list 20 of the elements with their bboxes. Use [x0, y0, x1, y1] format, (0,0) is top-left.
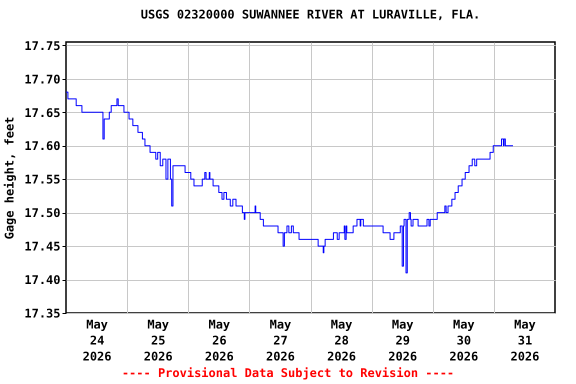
x-tick-label: May 24 2026 — [82, 318, 112, 364]
x-tick-label: May 26 2026 — [204, 318, 234, 364]
x-tick-label: May 30 2026 — [449, 318, 478, 364]
x-tick-label: May 28 2026 — [327, 318, 356, 364]
y-tick-label: 17.50 — [24, 206, 60, 220]
x-tick-label: May 25 2026 — [144, 318, 173, 364]
x-tick-label: May 27 2026 — [266, 318, 295, 364]
y-tick-label: 17.70 — [24, 72, 60, 86]
y-tick-label: 17.35 — [24, 306, 60, 320]
y-axis-title: Gage height, feet — [2, 116, 16, 240]
y-tick-label: 17.40 — [24, 273, 60, 288]
y-tick-label: 17.65 — [24, 106, 60, 120]
x-tick-label: May 31 2026 — [510, 318, 540, 364]
chart-title: USGS 02320000 SUWANNEE RIVER AT LURAVILLE, FLA. — [140, 7, 480, 22]
y-tick-label: 17.45 — [24, 240, 60, 254]
y-tick-label: 17.75 — [24, 38, 60, 53]
x-tick-label: May 29 2026 — [388, 318, 418, 364]
y-tick-label: 17.60 — [24, 139, 60, 154]
y-tick-label: 17.55 — [24, 172, 60, 187]
text: ---- Provisional Data Subject to Revision ---- — [120, 366, 456, 380]
